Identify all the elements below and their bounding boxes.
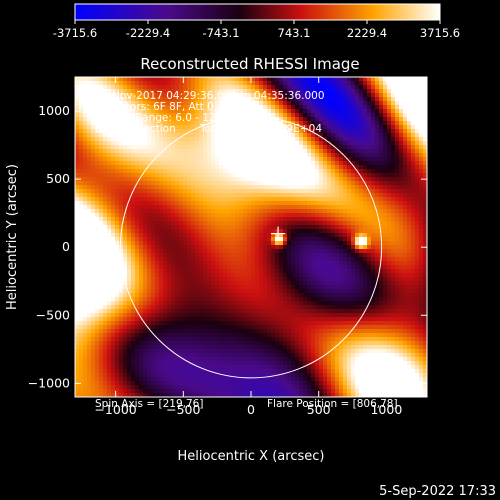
colorbar-tick-label: -743.1 — [202, 26, 239, 40]
annotation-time-range: 16-Nov-2017 04:29:36.000 to 04:35:36.000 — [95, 90, 325, 102]
colorbar-tick-label: 3715.6 — [420, 26, 460, 40]
y-tick-label: 500 — [46, 171, 70, 186]
x-tick-label: 0 — [247, 402, 255, 417]
timestamp: 5-Sep-2022 17:33 — [379, 484, 496, 499]
colorbar-tick-label: -3715.6 — [53, 26, 97, 40]
x-tick-label: 500 — [307, 402, 331, 417]
chart-title: Reconstructed RHESSI Image — [140, 55, 359, 73]
y-axis: 1000 500 0 −500 −1000 — [28, 103, 427, 390]
colorbar — [74, 3, 441, 21]
annotation-method: Back Projection — [95, 123, 176, 135]
y-axis-label: Heliocentric Y (arcsec) — [5, 164, 20, 310]
annotation-detectors: Detectors: 6F 8F, Att 0 — [95, 101, 214, 113]
annotation-spin-axis: Spin Axis = [219,76] — [95, 398, 203, 410]
y-tick-label: 1000 — [38, 103, 70, 118]
solar-limb-circle — [119, 116, 383, 379]
annotation-counts: Total counts: 1.89E+04 — [199, 123, 322, 135]
y-tick-label: 0 — [62, 239, 70, 254]
y-tick-label: −500 — [36, 307, 70, 322]
annotation-flare-position: Flare Position = [806,78] — [267, 398, 398, 410]
colorbar-ticks: -3715.6 -2229.4 -743.1 743.1 2229.4 3715.6 — [53, 20, 460, 40]
x-tick-label: −500 — [166, 402, 200, 417]
y-tick-label: −1000 — [28, 375, 70, 390]
x-tick-label: −1000 — [94, 402, 136, 417]
x-axis: −1000 −500 0 500 1000 — [94, 77, 402, 417]
x-axis-label: Heliocentric X (arcsec) — [178, 449, 325, 464]
plot-area — [75, 77, 427, 397]
colorbar-tick-label: 743.1 — [278, 26, 311, 40]
colorbar-tick-label: -2229.4 — [126, 26, 170, 40]
flare-marker — [271, 226, 286, 241]
colorbar-tick-label: 2229.4 — [347, 26, 387, 40]
x-tick-label: 1000 — [370, 402, 402, 417]
annotation-energy: Energy Range: 6.0 - 12.0 keV — [95, 112, 249, 124]
heatmap — [75, 77, 427, 397]
